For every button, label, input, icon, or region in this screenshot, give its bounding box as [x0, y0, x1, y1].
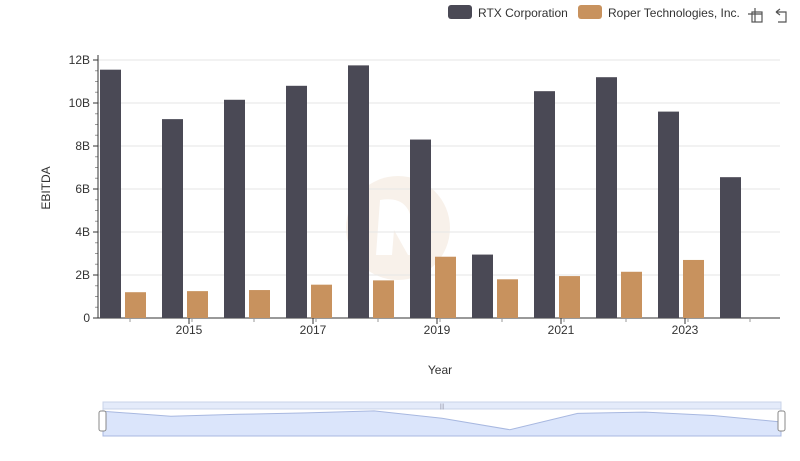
range-slider-preview: [102, 410, 782, 437]
legend[interactable]: RTX Corporation Roper Technologies, Inc.: [448, 5, 740, 20]
legend-swatch-rtx: [448, 5, 472, 19]
bars: [100, 65, 741, 319]
bar-roper-2014[interactable]: [125, 292, 146, 318]
x-tick-label: 2015: [176, 323, 203, 337]
bar-rtx-2023[interactable]: [658, 111, 679, 318]
range-slider-left-handle[interactable]: [98, 410, 107, 432]
bar-rtx-2016[interactable]: [224, 99, 245, 319]
y-tick-label: 8B: [75, 139, 90, 153]
range-slider[interactable]: |||: [98, 401, 786, 437]
legend-label-roper: Roper Technologies, Inc.: [608, 6, 740, 20]
y-tick-label: 2B: [75, 268, 90, 282]
bar-rtx-2018[interactable]: [348, 65, 369, 318]
bar-roper-2020[interactable]: [497, 279, 518, 318]
x-tick-label: 2017: [300, 323, 327, 337]
bar-roper-2021[interactable]: [559, 276, 580, 318]
bar-rtx-2021[interactable]: [534, 91, 555, 318]
x-axis-title: Year: [428, 363, 452, 377]
y-tick-label: 0: [83, 311, 90, 325]
range-slider-grip-icon: |||: [440, 404, 445, 410]
legend-item-roper[interactable]: Roper Technologies, Inc.: [578, 5, 740, 20]
crosshair-zoom-icon[interactable]: [748, 8, 763, 23]
x-tick-label: 2021: [548, 323, 575, 337]
legend-swatch-roper: [578, 5, 602, 19]
x-axis: 2015 2017 2019 2021 2023: [98, 317, 780, 337]
bar-rtx-2022[interactable]: [596, 77, 617, 318]
y-tick-label: 6B: [75, 182, 90, 196]
range-slider-bar[interactable]: [102, 401, 782, 410]
bar-roper-2019[interactable]: [435, 256, 456, 318]
bar-roper-2018[interactable]: [373, 280, 394, 318]
bar-roper-2016[interactable]: [249, 290, 270, 318]
restore-icon[interactable]: [775, 8, 787, 23]
bar-rtx-2017[interactable]: [286, 85, 307, 318]
bar-rtx-2020[interactable]: [472, 254, 493, 318]
y-tick-label: 4B: [75, 225, 90, 239]
legend-item-rtx[interactable]: RTX Corporation: [448, 5, 568, 20]
legend-label-rtx: RTX Corporation: [478, 6, 568, 20]
x-tick-label: 2023: [672, 323, 699, 337]
bar-roper-2017[interactable]: [311, 284, 332, 318]
bar-rtx-2024[interactable]: [720, 177, 741, 318]
y-tick-label: 10B: [69, 96, 90, 110]
y-axis-title: EBITDA: [39, 166, 53, 209]
bar-roper-2015[interactable]: [187, 291, 208, 318]
bar-rtx-2015[interactable]: [162, 119, 183, 318]
x-tick-label: 2019: [424, 323, 451, 337]
bar-rtx-2019[interactable]: [410, 139, 431, 318]
bar-roper-2022[interactable]: [621, 271, 642, 318]
y-tick-label: 12B: [69, 53, 90, 67]
bar-rtx-2014[interactable]: [100, 69, 121, 318]
y-axis: 0 2B 4B 6B 8B 10B 12B: [69, 53, 99, 325]
range-slider-right-handle[interactable]: [777, 410, 786, 432]
bar-roper-2023[interactable]: [683, 259, 704, 318]
